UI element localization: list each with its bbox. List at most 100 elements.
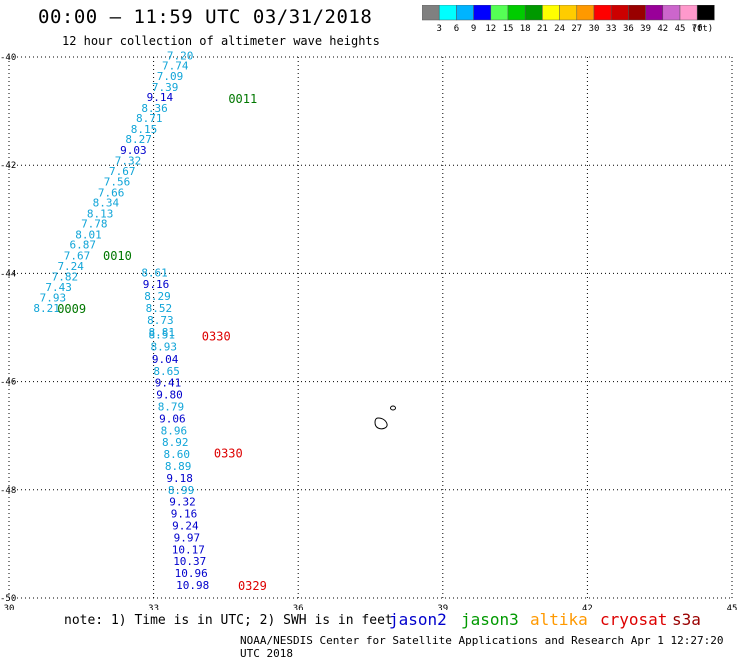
lon-tick-label: 42 bbox=[582, 604, 593, 610]
wave-height-value: 9.41 bbox=[155, 377, 182, 390]
wave-height-value: 7.74 bbox=[162, 60, 189, 73]
footer-note: note: 1) Time is in UTC; 2) SWH is in fe… bbox=[64, 613, 393, 628]
colorbar-label: 12 bbox=[485, 24, 496, 34]
wave-height-value: 7.09 bbox=[157, 70, 184, 83]
wave-height-value: 7.24 bbox=[57, 260, 84, 273]
wave-height-value: 7.93 bbox=[40, 292, 67, 305]
island-outline bbox=[374, 417, 388, 430]
wave-height-value: 7.67 bbox=[109, 165, 136, 178]
wave-height-value: 8.27 bbox=[125, 133, 152, 146]
colorbar-label: 36 bbox=[623, 24, 634, 34]
legend-cryosat: cryosat bbox=[600, 610, 668, 629]
wave-height-value: 6.87 bbox=[69, 239, 96, 252]
wave-height-value: 9.32 bbox=[169, 496, 196, 509]
pass-time-label: 0011 bbox=[228, 92, 257, 106]
wave-height-value: 8.51 bbox=[149, 329, 176, 342]
wave-height-value: 7.39 bbox=[152, 81, 179, 94]
lon-tick-label: 36 bbox=[293, 604, 304, 610]
wave-height-value: 8.81 bbox=[149, 326, 176, 339]
pass-time-label: 0329 bbox=[238, 579, 267, 593]
wave-height-value: 9.80 bbox=[156, 389, 183, 402]
wave-height-value: 8.15 bbox=[131, 123, 158, 136]
legend-s3a: s3a bbox=[672, 610, 701, 629]
wave-height-value: 9.16 bbox=[143, 278, 170, 291]
wave-height-value: 9.04 bbox=[152, 353, 179, 366]
wave-height-value: 7.20 bbox=[167, 49, 194, 62]
wave-height-value: 8.61 bbox=[141, 266, 168, 279]
legend-jason3: jason3 bbox=[461, 610, 519, 629]
wave-height-value: 10.96 bbox=[175, 567, 208, 580]
pass-time-label: 0330 bbox=[214, 447, 243, 461]
colorbar-label: 21 bbox=[537, 24, 548, 34]
wave-height-value: 7.43 bbox=[45, 281, 72, 294]
wave-height-value: 8.13 bbox=[87, 207, 114, 220]
legend-jason2: jason2 bbox=[389, 610, 447, 629]
wave-height-value: 7.78 bbox=[81, 218, 108, 231]
wave-height-value: 9.06 bbox=[159, 412, 186, 425]
wave-height-value: 9.24 bbox=[172, 520, 199, 533]
wave-height-value: 7.67 bbox=[64, 250, 91, 263]
altimeter-map: 30 33 36 39 42 45-40-42-44-46-48-507.207.747.… bbox=[0, 49, 738, 610]
island-outline bbox=[390, 405, 396, 411]
colorbar-label: 24 bbox=[554, 24, 565, 34]
wave-height-value: 8.92 bbox=[162, 436, 189, 449]
wave-height-value: 8.89 bbox=[165, 460, 192, 473]
lon-tick-label: 33 bbox=[148, 604, 159, 610]
wave-height-value: 8.79 bbox=[158, 400, 185, 413]
wave-height-value: 9.18 bbox=[166, 472, 193, 485]
wave-height-value: 7.56 bbox=[104, 175, 131, 188]
wave-height-value: 7.82 bbox=[52, 271, 79, 284]
wave-height-value: 8.36 bbox=[141, 102, 168, 115]
wave-height-value: 8.21 bbox=[33, 302, 60, 315]
wave-height-value: 9.03 bbox=[120, 144, 147, 157]
map-subtitle: 12 hour collection of altimeter wave hei… bbox=[62, 34, 380, 48]
footer-credit: NOAA/NESDIS Center for Satellite Applica… bbox=[240, 634, 724, 660]
colorbar-label: 33 bbox=[606, 24, 617, 34]
pass-time-label: 0010 bbox=[103, 249, 132, 263]
wave-height-value: 7.32 bbox=[115, 154, 142, 167]
wave-height-value: 8.01 bbox=[75, 228, 102, 241]
wave-height-value: 8.93 bbox=[150, 340, 177, 353]
wave-height-value: 8.73 bbox=[147, 314, 174, 327]
lat-tick-label: -50 bbox=[0, 594, 16, 604]
lat-tick-label: -42 bbox=[0, 161, 16, 171]
lon-tick-label: 30 bbox=[4, 604, 15, 610]
wave-height-colorbar: 3 6 9 12 15 18 21 24 27 30 33 36 39 42 45 70(ft) bbox=[422, 5, 715, 34]
lat-tick-label: -48 bbox=[0, 486, 16, 496]
pass-time-label: 0009 bbox=[57, 302, 86, 316]
lat-tick-label: -40 bbox=[0, 53, 16, 63]
jason3-track: 7.207.747.097.399.148.368.718.158.279.03… bbox=[33, 49, 193, 315]
colorbar-label: 39 bbox=[640, 24, 651, 34]
pass-time-label: 0330 bbox=[202, 330, 231, 344]
lat-tick-label: -44 bbox=[0, 269, 16, 279]
colorbar-label: 6 bbox=[454, 24, 459, 34]
colorbar-label: 70 bbox=[692, 24, 703, 34]
wave-height-value: 8.60 bbox=[163, 448, 190, 461]
wave-height-value: 9.16 bbox=[171, 508, 198, 521]
lon-tick-label: 39 bbox=[437, 604, 448, 610]
lon-tick-label: 45 bbox=[727, 604, 738, 610]
colorbar-swatch bbox=[696, 5, 715, 21]
colorbar-label: 15 bbox=[503, 24, 514, 34]
wave-height-value: 8.71 bbox=[136, 112, 163, 125]
wave-height-value: 10.37 bbox=[173, 555, 206, 568]
wave-height-value: 9.97 bbox=[174, 531, 201, 544]
wave-height-value: 8.96 bbox=[161, 424, 188, 437]
colorbar-label: 9 bbox=[471, 24, 476, 34]
legend-altika: altika bbox=[530, 610, 588, 629]
wave-height-value: 8.52 bbox=[146, 302, 173, 315]
colorbar-label: 42 bbox=[657, 24, 668, 34]
colorbar-label: 30 bbox=[589, 24, 600, 34]
colorbar-label: 27 bbox=[571, 24, 582, 34]
colorbar-unit: (ft) bbox=[692, 24, 714, 34]
wave-height-value: 10.17 bbox=[172, 543, 205, 556]
wave-height-value: 9.14 bbox=[147, 91, 174, 104]
wave-height-value: 8.34 bbox=[93, 197, 120, 210]
wave-height-value: 8.65 bbox=[153, 365, 180, 378]
lat-tick-label: -46 bbox=[0, 378, 16, 388]
cryosat-track: 8.619.168.298.528.738.818.518.939.048.65… bbox=[141, 266, 209, 592]
map-title: 00:00 – 11:59 UTC 03/31/2018 bbox=[38, 6, 373, 28]
wave-height-value: 8.29 bbox=[144, 290, 171, 303]
colorbar-label: 45 bbox=[675, 24, 686, 34]
wave-height-value: 7.66 bbox=[98, 186, 125, 199]
